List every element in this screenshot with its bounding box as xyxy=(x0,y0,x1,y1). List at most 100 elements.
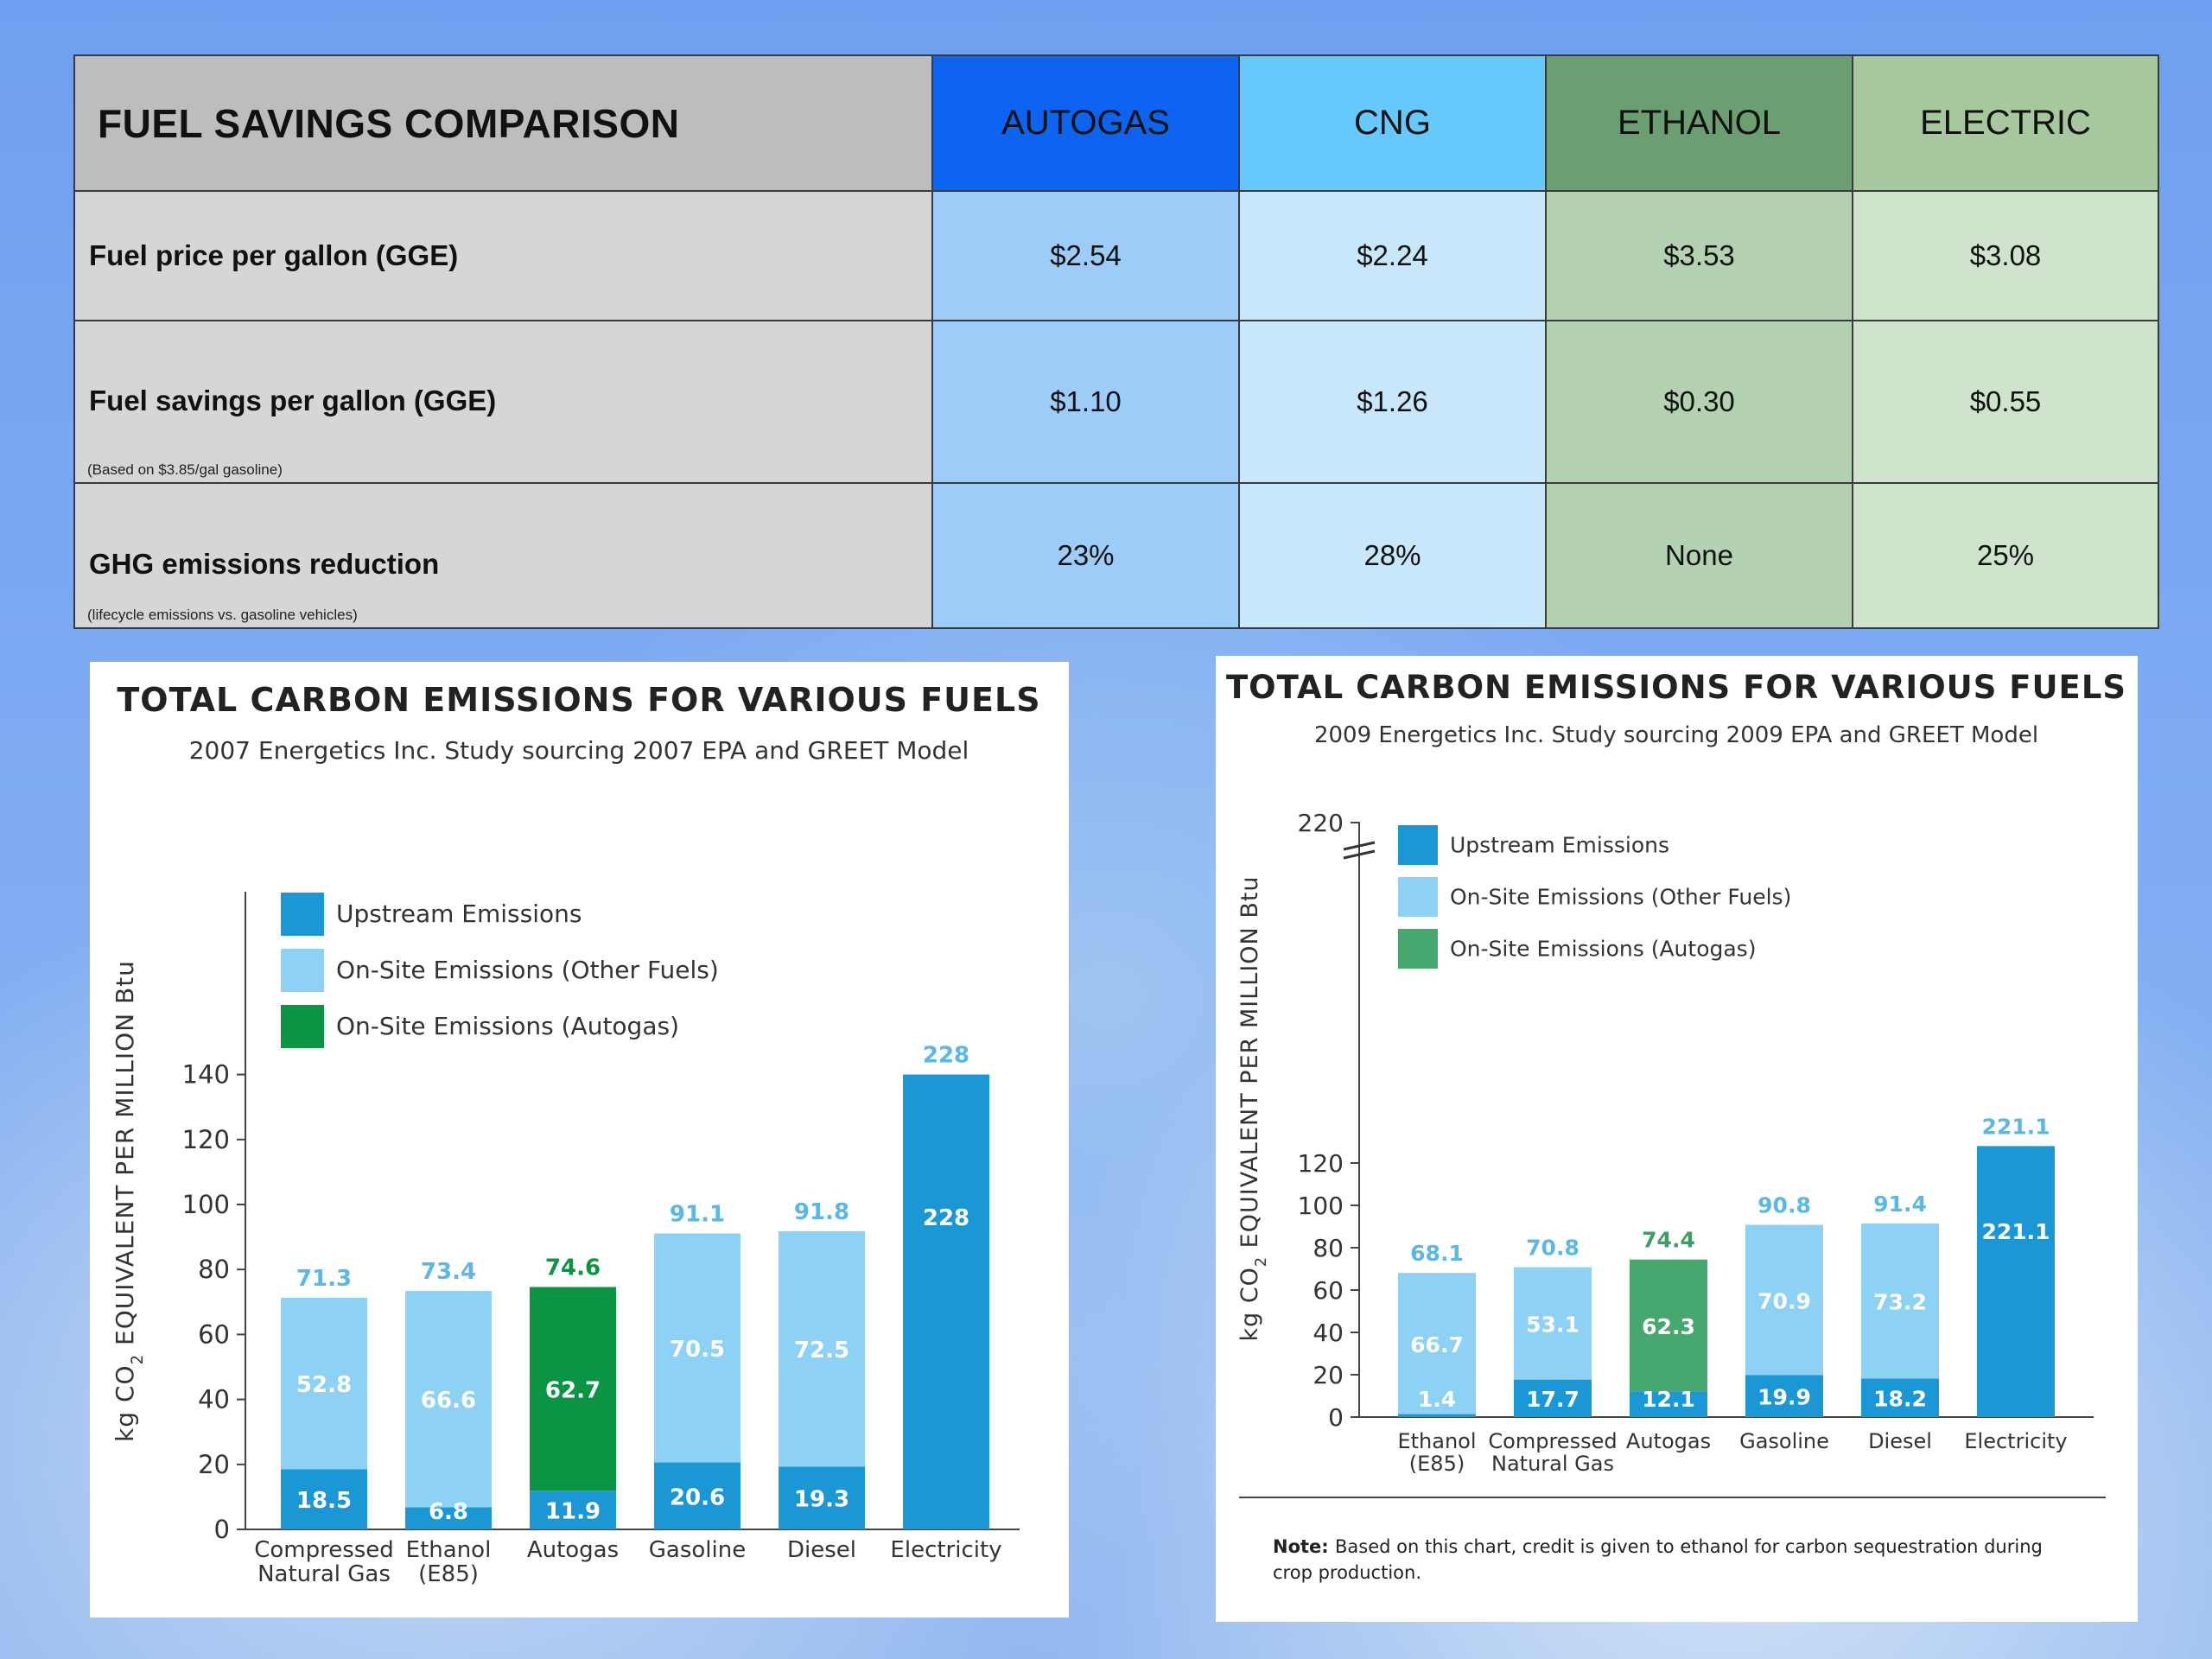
table-cell: $1.10 xyxy=(931,320,1240,484)
legend-swatch xyxy=(1398,929,1438,969)
data-label-upstream: 17.7 xyxy=(1526,1387,1580,1412)
chart-panel-2009: TOTAL CARBON EMISSIONS FOR VARIOUS FUELS… xyxy=(1216,656,2138,1622)
y-tick-label: 80 xyxy=(1313,1234,1344,1262)
bar-upstream xyxy=(654,1462,741,1529)
bar-upstream xyxy=(1745,1375,1823,1417)
column-header-electric: ELECTRIC xyxy=(1852,54,2159,192)
x-tick-label: Electricity xyxy=(890,1537,1001,1563)
legend-label: Upstream Emissions xyxy=(336,899,582,928)
table-cell: $2.54 xyxy=(931,190,1240,321)
table-header-row: FUEL SAVINGS COMPARISON AUTOGAS CNG ETHA… xyxy=(73,54,2159,192)
y-tick-label: 100 xyxy=(182,1190,230,1219)
y-tick-label: 20 xyxy=(1313,1361,1344,1389)
bar-upstream xyxy=(779,1466,865,1529)
y-tick-label: 60 xyxy=(1313,1276,1344,1305)
data-label-upstream: 19.9 xyxy=(1758,1385,1811,1410)
bar-upstream xyxy=(405,1507,492,1529)
legend-label: On-Site Emissions (Autogas) xyxy=(1450,936,1756,961)
data-label-onsite: 70.5 xyxy=(670,1337,725,1363)
data-label-total: 91.1 xyxy=(670,1201,725,1227)
x-tick-label: Ethanol xyxy=(406,1537,492,1563)
x-tick-label: Electricity xyxy=(1964,1429,2067,1453)
bar-onsite-other xyxy=(1514,1267,1592,1380)
data-label-total: 71.3 xyxy=(296,1266,352,1292)
data-label-upstream: 228 xyxy=(923,1205,969,1231)
x-tick-label: (E85) xyxy=(418,1561,479,1587)
bar-onsite-other xyxy=(1861,1224,1939,1379)
y-tick-label: 40 xyxy=(198,1385,230,1414)
y-axis-label: kg CO2 EQUIVALENT PER MILLION Btu xyxy=(1236,875,1270,1341)
y-tick-label: 40 xyxy=(1313,1319,1344,1347)
legend-swatch xyxy=(281,1005,324,1048)
chart-title: TOTAL CARBON EMISSIONS FOR VARIOUS FUELS xyxy=(1226,669,2126,706)
row-note: (Based on $3.85/gal gasoline) xyxy=(87,461,283,478)
bar-onsite-other xyxy=(1745,1224,1823,1376)
y-tick-label: 140 xyxy=(182,1060,230,1090)
emissions-chart-2007: TOTAL CARBON EMISSIONS FOR VARIOUS FUELS… xyxy=(111,681,1040,1587)
chart-title: TOTAL CARBON EMISSIONS FOR VARIOUS FUELS xyxy=(117,681,1040,719)
bar-onsite-other xyxy=(405,1291,492,1508)
y-tick-label: 80 xyxy=(198,1255,230,1284)
x-tick-label: Autogas xyxy=(527,1537,619,1563)
y-tick-label: 120 xyxy=(182,1125,230,1154)
x-tick-label: Ethanol xyxy=(1397,1429,1476,1453)
data-label-onsite: 62.7 xyxy=(545,1377,601,1403)
data-label-total: 74.6 xyxy=(545,1255,601,1281)
chart-subtitle: 2009 Energetics Inc. Study sourcing 2009… xyxy=(1314,722,2038,748)
data-label-onsite: 73.2 xyxy=(1873,1290,1927,1315)
chart-note: crop production. xyxy=(1273,1562,1421,1583)
bar-onsite-other xyxy=(654,1233,741,1463)
x-tick-label: Compressed xyxy=(1488,1429,1617,1453)
x-tick-label: Diesel xyxy=(1868,1429,1932,1453)
x-tick-label: Autogas xyxy=(1626,1429,1711,1453)
table-cell: 25% xyxy=(1852,482,2159,629)
chart-subtitle: 2007 Energetics Inc. Study sourcing 2007… xyxy=(189,736,969,765)
x-tick-label: Gasoline xyxy=(1739,1429,1829,1453)
row-label: Fuel savings per gallon (GGE) xyxy=(89,385,497,416)
table-cell: $1.26 xyxy=(1238,320,1547,484)
legend-label: Upstream Emissions xyxy=(1450,832,1669,857)
legend-label: On-Site Emissions (Autogas) xyxy=(336,1012,679,1040)
table-cell: $0.30 xyxy=(1545,320,1853,484)
data-label-upstream: 6.8 xyxy=(429,1499,468,1525)
data-label-upstream: 18.5 xyxy=(296,1488,352,1514)
row-note: (lifecycle emissions vs. gasoline vehicl… xyxy=(87,607,358,623)
x-tick-label: Natural Gas xyxy=(1491,1452,1614,1476)
x-tick-label: (E85) xyxy=(1409,1452,1465,1476)
y-tick-label: 120 xyxy=(1298,1149,1344,1178)
axis-break-mark xyxy=(1343,849,1376,860)
legend-label: On-Site Emissions (Other Fuels) xyxy=(1450,884,1791,909)
data-label-total: 221.1 xyxy=(1981,1114,2050,1139)
data-label-onsite: 53.1 xyxy=(1526,1313,1580,1338)
table-row: GHG emissions reduction (lifecycle emiss… xyxy=(73,482,2159,629)
table-cell: $0.55 xyxy=(1852,320,2159,484)
data-label-upstream: 19.3 xyxy=(794,1487,849,1513)
y-tick-label: 220 xyxy=(1298,809,1344,837)
bar-upstream xyxy=(1630,1391,1707,1417)
data-label-upstream: 18.2 xyxy=(1873,1387,1927,1412)
data-label-onsite: 70.9 xyxy=(1758,1288,1811,1313)
data-label-total: 228 xyxy=(923,1043,969,1069)
data-label-total: 68.1 xyxy=(1410,1241,1464,1266)
x-tick-label: Gasoline xyxy=(649,1537,746,1563)
row-label: GHG emissions reduction xyxy=(89,548,440,580)
data-label-onsite: 66.6 xyxy=(421,1388,476,1414)
chart-panel-2007: TOTAL CARBON EMISSIONS FOR VARIOUS FUELS… xyxy=(90,662,1069,1618)
table-cell: None xyxy=(1545,482,1853,629)
data-label-total: 91.8 xyxy=(794,1199,849,1225)
bar-upstream xyxy=(281,1469,367,1529)
y-tick-label: 0 xyxy=(1328,1403,1344,1432)
chart-note: Note: Based on this chart, credit is giv… xyxy=(1273,1536,2043,1557)
y-tick-label: 60 xyxy=(198,1319,230,1349)
column-header-ethanol: ETHANOL xyxy=(1545,54,1853,192)
bar-break-mark xyxy=(903,934,989,975)
data-label-total: 91.4 xyxy=(1873,1192,1927,1217)
axis-break-mark xyxy=(1343,841,1376,851)
data-label-total: 70.8 xyxy=(1526,1236,1580,1261)
bar-upstream xyxy=(1861,1378,1939,1417)
bar-upstream xyxy=(1977,1146,2055,1417)
bar-break-mark xyxy=(1977,861,2055,901)
data-label-upstream: 221.1 xyxy=(1981,1219,2050,1244)
data-label-onsite: 62.3 xyxy=(1642,1314,1695,1339)
data-label-total: 74.4 xyxy=(1642,1228,1695,1253)
